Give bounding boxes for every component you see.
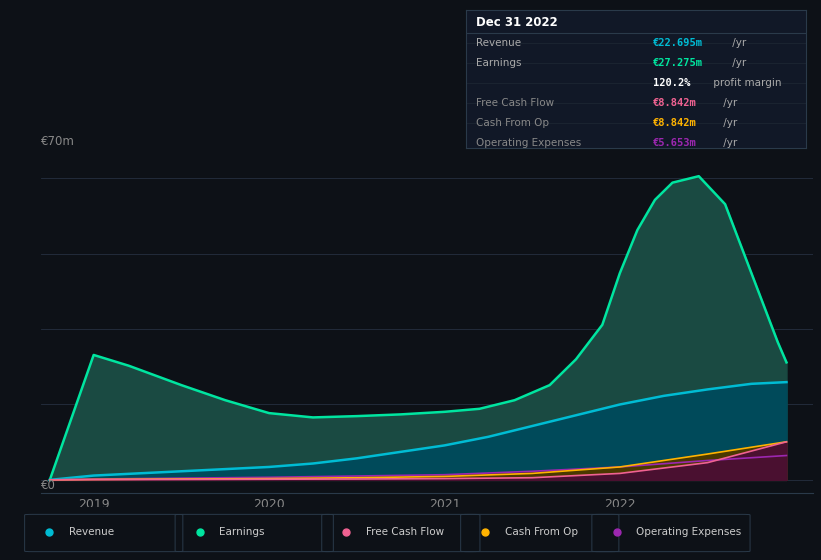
Text: /yr: /yr — [729, 58, 746, 68]
Text: €5.653m: €5.653m — [653, 138, 697, 148]
Text: /yr: /yr — [720, 98, 737, 108]
Text: /yr: /yr — [720, 118, 737, 128]
Text: 120.2%: 120.2% — [653, 78, 690, 88]
Text: Operating Expenses: Operating Expenses — [635, 527, 741, 537]
Text: Earnings: Earnings — [475, 58, 521, 68]
Text: €27.275m: €27.275m — [653, 58, 703, 68]
Text: Operating Expenses: Operating Expenses — [475, 138, 581, 148]
Text: /yr: /yr — [720, 138, 737, 148]
Text: profit margin: profit margin — [710, 78, 782, 88]
Text: €8.842m: €8.842m — [653, 118, 697, 128]
Text: Revenue: Revenue — [69, 527, 114, 537]
Text: Cash From Op: Cash From Op — [505, 527, 578, 537]
Text: Revenue: Revenue — [475, 38, 521, 48]
Text: €70m: €70m — [41, 136, 75, 148]
Text: Earnings: Earnings — [219, 527, 264, 537]
Text: /yr: /yr — [729, 38, 746, 48]
Text: Dec 31 2022: Dec 31 2022 — [475, 16, 557, 29]
Text: €22.695m: €22.695m — [653, 38, 703, 48]
Text: €8.842m: €8.842m — [653, 98, 697, 108]
Text: €0: €0 — [41, 479, 56, 492]
Text: Free Cash Flow: Free Cash Flow — [365, 527, 444, 537]
Text: Free Cash Flow: Free Cash Flow — [475, 98, 554, 108]
Text: Cash From Op: Cash From Op — [475, 118, 548, 128]
